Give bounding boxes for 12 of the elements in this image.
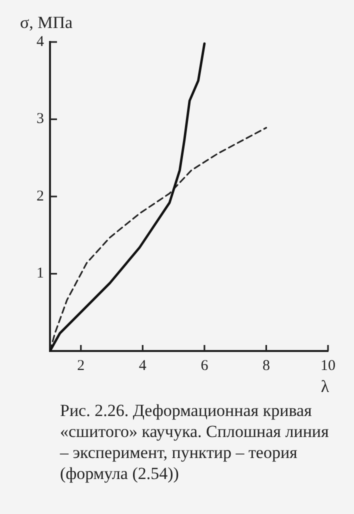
x-tick-label: 10 bbox=[320, 358, 336, 374]
y-tick-label: 1 bbox=[36, 266, 44, 282]
text: Рис. 2.26. Деформационная кривая «сшитого» каучука. Сплошная линия – эксперимент, пунктир – теория (формула (2.54)) bbox=[60, 400, 330, 484]
y-tick-label: 4 bbox=[36, 34, 44, 50]
x-tick-label: 6 bbox=[200, 358, 209, 374]
y-tick-label: 2 bbox=[36, 188, 44, 204]
y-axis-title: σ, МПа bbox=[20, 12, 74, 32]
x-tick-label: 2 bbox=[77, 358, 85, 374]
x-tick-label: 8 bbox=[262, 358, 270, 374]
x-axis-title: λ bbox=[320, 376, 330, 396]
y-tick-label: 3 bbox=[36, 111, 44, 128]
x-tick-label: 4 bbox=[138, 358, 147, 374]
